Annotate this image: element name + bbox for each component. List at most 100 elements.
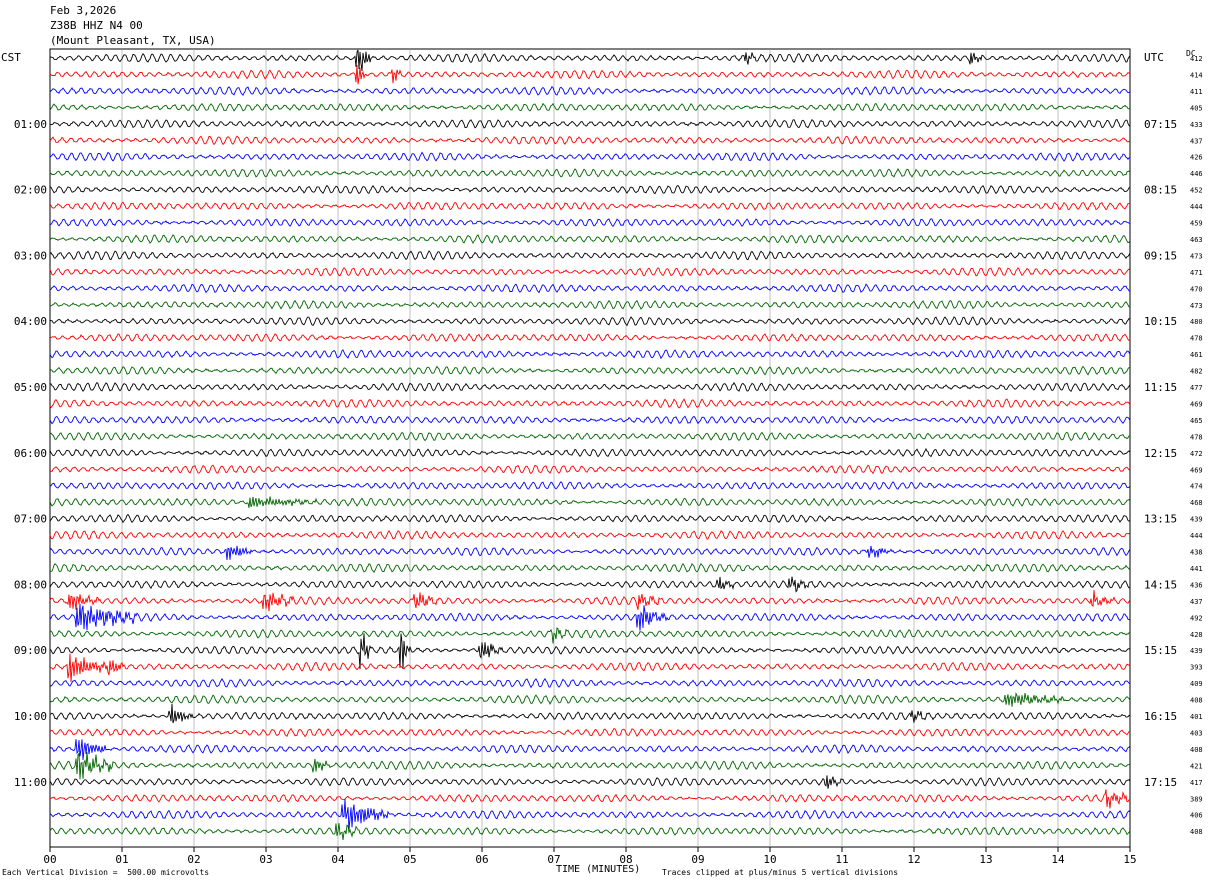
seismic-trace [49, 481, 1131, 491]
x-tick-label: 11 [835, 853, 848, 866]
seismic-trace [49, 201, 1131, 211]
seismic-trace [49, 691, 1131, 707]
dc-offset-value: 439 [1190, 647, 1203, 655]
seismic-trace [49, 633, 1131, 670]
dc-offset-value: 470 [1190, 285, 1203, 293]
dc-offset-value: 473 [1190, 302, 1203, 310]
x-tick-label: 05 [403, 853, 416, 866]
seismic-trace [49, 513, 1131, 524]
dc-offset-value: 446 [1190, 170, 1203, 178]
left-hour-label: 03:00 [14, 249, 47, 262]
dc-offset-value: 468 [1190, 499, 1203, 507]
seismic-trace [49, 332, 1131, 343]
plot-frame [49, 48, 1131, 848]
helicorder-date: Feb 3,2026 [50, 4, 117, 17]
seismic-trace [49, 739, 1131, 761]
dc-offset-value: 444 [1190, 532, 1203, 540]
seismic-trace [49, 234, 1131, 244]
right-hour-label: 08:15 [1144, 184, 1177, 197]
x-tick-label: 01 [115, 853, 128, 866]
seismic-trace [49, 545, 1131, 560]
seismic-trace [49, 823, 1131, 841]
right-hour-label: 13:15 [1144, 513, 1177, 526]
seismic-trace [49, 349, 1131, 360]
seismic-trace [49, 751, 1131, 780]
seismic-trace [49, 184, 1131, 195]
seismic-trace [49, 799, 1131, 831]
seismic-trace [49, 316, 1131, 327]
left-hour-label: 04:00 [14, 315, 47, 328]
dc-offset-header: DC [1186, 49, 1196, 58]
seismic-trace [49, 267, 1131, 277]
station-code: Z38B HHZ N4 00 [50, 19, 143, 32]
dc-offset-value: 408 [1190, 697, 1203, 705]
station-location: (Mount Pleasant, TX, USA) [50, 34, 216, 47]
clip-note: Traces clipped at plus/minus 5 vertical … [662, 868, 899, 877]
right-hour-label: 14:15 [1144, 578, 1177, 591]
seismic-trace [49, 64, 1131, 85]
dc-offset-value: 389 [1190, 795, 1203, 803]
seismic-trace [49, 603, 1131, 631]
seismic-trace [49, 381, 1131, 392]
x-tick-label: 04 [331, 853, 345, 866]
dc-offset-value: 437 [1190, 598, 1203, 606]
seismic-trace [49, 118, 1131, 129]
left-hour-label: 10:00 [14, 710, 47, 723]
x-tick-label: 13 [979, 853, 992, 866]
x-tick-label: 07 [547, 853, 560, 866]
dc-offset-value: 401 [1190, 713, 1203, 721]
seismic-trace [49, 218, 1131, 228]
dc-offset-value: 408 [1190, 746, 1203, 754]
seismic-trace [49, 431, 1131, 442]
dc-offset-value: 433 [1190, 121, 1203, 129]
dc-offset-value: 408 [1190, 828, 1203, 836]
dc-offset-value: 412 [1190, 55, 1203, 63]
seismic-trace [49, 299, 1131, 310]
left-hour-label: 06:00 [14, 447, 47, 460]
dc-offset-value: 441 [1190, 565, 1203, 573]
seismic-trace [49, 415, 1131, 425]
right-hour-label: 09:15 [1144, 249, 1177, 262]
dc-offset-value: 478 [1190, 433, 1203, 441]
seismic-trace [49, 102, 1131, 112]
dc-offset-value: 472 [1190, 450, 1203, 458]
dc-offset-value: 465 [1190, 417, 1203, 425]
dc-offset-value: 437 [1190, 137, 1203, 145]
seismic-trace [49, 576, 1130, 593]
seismic-trace [49, 530, 1131, 540]
right-hour-label: 12:15 [1144, 447, 1177, 460]
right-hour-label: 07:15 [1144, 118, 1177, 131]
seismic-trace [49, 250, 1131, 261]
seismic-trace [49, 49, 1131, 72]
dc-offset-value: 414 [1190, 71, 1203, 79]
seismic-trace [49, 727, 1131, 738]
right-hour-label: 16:15 [1144, 710, 1177, 723]
dc-offset-value: 444 [1190, 203, 1203, 211]
seismic-trace [49, 135, 1131, 146]
seismic-trace [49, 789, 1131, 809]
dc-offset-value: 426 [1190, 154, 1203, 162]
dc-offset-value: 452 [1190, 187, 1203, 195]
seismic-trace [49, 562, 1131, 574]
vertical-division-note: Each Vertical Division = 500.00 microvol… [2, 868, 210, 877]
right-hour-label: 15:15 [1144, 644, 1177, 657]
left-hour-label: 11:00 [14, 776, 47, 789]
x-tick-label: 03 [259, 853, 272, 866]
right-hour-label: 17:15 [1144, 776, 1177, 789]
right-timezone-label: UTC [1144, 51, 1164, 64]
x-tick-label: 08 [619, 853, 632, 866]
seismic-trace [49, 365, 1131, 376]
x-tick-label: 06 [475, 853, 488, 866]
dc-offset-value: 477 [1190, 384, 1203, 392]
seismic-trace [49, 653, 1131, 683]
x-tick-label: 02 [187, 853, 200, 866]
dc-offset-value: 480 [1190, 318, 1203, 326]
seismic-trace [49, 464, 1131, 475]
dc-offset-value: 405 [1190, 104, 1203, 112]
seismic-trace [49, 151, 1131, 162]
dc-offset-value: 439 [1190, 516, 1203, 524]
dc-offset-value: 474 [1190, 483, 1203, 491]
dc-offset-value: 409 [1190, 680, 1203, 688]
left-hour-label: 01:00 [14, 118, 47, 131]
dc-offset-value: 461 [1190, 351, 1203, 359]
